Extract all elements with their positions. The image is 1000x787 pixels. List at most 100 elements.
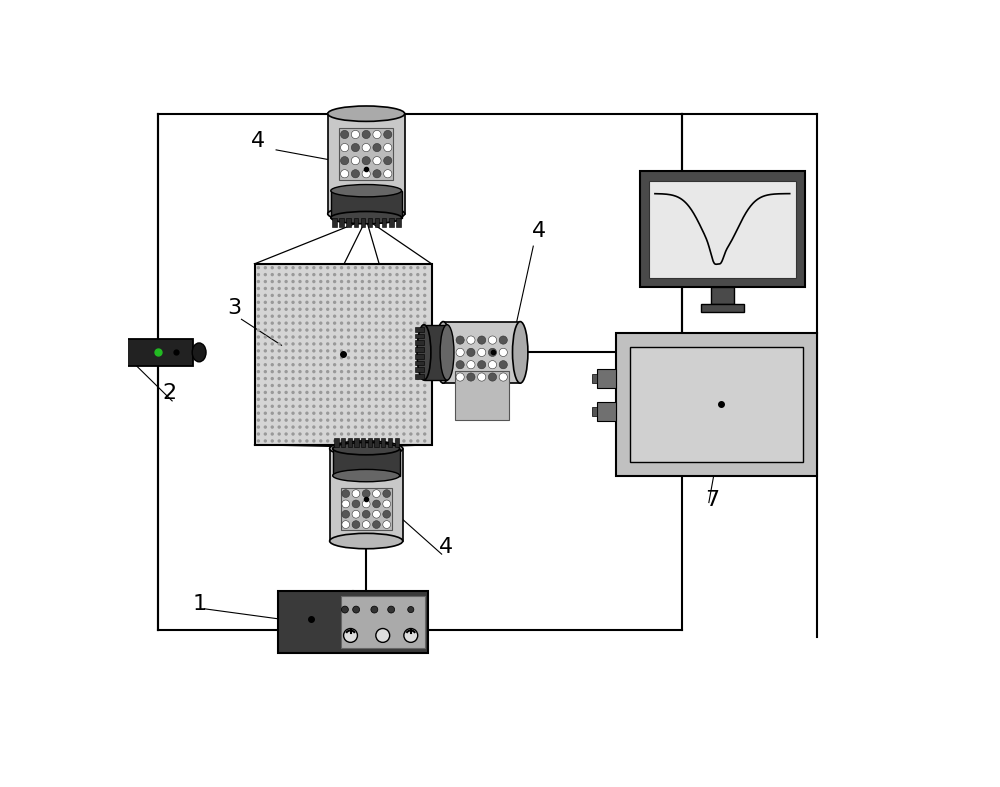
Circle shape — [319, 328, 322, 332]
Circle shape — [340, 321, 343, 325]
Circle shape — [375, 349, 378, 353]
Ellipse shape — [333, 469, 400, 482]
Circle shape — [319, 390, 322, 394]
Circle shape — [373, 510, 380, 518]
Circle shape — [361, 308, 364, 311]
Circle shape — [423, 349, 426, 353]
Circle shape — [368, 356, 371, 360]
Circle shape — [402, 321, 406, 325]
Circle shape — [257, 384, 260, 387]
Circle shape — [354, 432, 357, 436]
Circle shape — [383, 521, 391, 528]
Circle shape — [326, 426, 329, 429]
Text: 4: 4 — [532, 221, 546, 241]
Circle shape — [381, 426, 385, 429]
Circle shape — [326, 412, 329, 415]
Circle shape — [319, 370, 322, 373]
Circle shape — [409, 286, 413, 290]
Circle shape — [277, 405, 281, 408]
Circle shape — [257, 363, 260, 367]
Circle shape — [333, 377, 336, 380]
Circle shape — [368, 419, 371, 422]
Circle shape — [340, 315, 343, 318]
Circle shape — [388, 412, 392, 415]
Circle shape — [381, 321, 385, 325]
Circle shape — [312, 397, 316, 401]
Circle shape — [264, 266, 267, 269]
Circle shape — [305, 426, 309, 429]
Circle shape — [395, 432, 399, 436]
Circle shape — [361, 301, 364, 304]
Circle shape — [284, 439, 288, 442]
Circle shape — [312, 280, 316, 283]
Circle shape — [416, 405, 419, 408]
Circle shape — [312, 349, 316, 353]
Circle shape — [361, 390, 364, 394]
Circle shape — [388, 363, 392, 367]
Circle shape — [368, 377, 371, 380]
Circle shape — [271, 266, 274, 269]
Bar — [415, 368, 424, 372]
Circle shape — [402, 342, 406, 345]
Circle shape — [305, 397, 309, 401]
Circle shape — [257, 328, 260, 332]
Circle shape — [291, 419, 295, 422]
Circle shape — [375, 384, 378, 387]
Text: 1: 1 — [193, 594, 207, 615]
Circle shape — [375, 363, 378, 367]
Circle shape — [409, 301, 413, 304]
Circle shape — [333, 280, 336, 283]
Circle shape — [326, 419, 329, 422]
Circle shape — [376, 629, 390, 642]
Circle shape — [333, 412, 336, 415]
Circle shape — [354, 426, 357, 429]
Circle shape — [312, 266, 316, 269]
Circle shape — [368, 286, 371, 290]
Circle shape — [351, 170, 360, 178]
Circle shape — [423, 335, 426, 338]
Circle shape — [381, 370, 385, 373]
Circle shape — [388, 349, 392, 353]
Circle shape — [291, 308, 295, 311]
Circle shape — [375, 315, 378, 318]
Circle shape — [264, 370, 267, 373]
Circle shape — [395, 273, 399, 276]
Circle shape — [257, 280, 260, 283]
Circle shape — [319, 294, 322, 297]
Circle shape — [388, 377, 392, 380]
Circle shape — [347, 405, 350, 408]
Circle shape — [347, 439, 350, 442]
Circle shape — [340, 335, 343, 338]
Circle shape — [388, 432, 392, 436]
Circle shape — [257, 405, 260, 408]
Circle shape — [319, 286, 322, 290]
Circle shape — [381, 439, 385, 442]
Circle shape — [388, 301, 392, 304]
Circle shape — [333, 266, 336, 269]
Circle shape — [409, 356, 413, 360]
Circle shape — [354, 370, 357, 373]
Bar — [341, 438, 345, 447]
Circle shape — [342, 521, 350, 528]
Circle shape — [402, 405, 406, 408]
Circle shape — [326, 432, 329, 436]
Circle shape — [319, 397, 322, 401]
Circle shape — [257, 370, 260, 373]
Circle shape — [305, 419, 309, 422]
Circle shape — [361, 377, 364, 380]
Circle shape — [277, 384, 281, 387]
Circle shape — [271, 384, 274, 387]
Circle shape — [423, 273, 426, 276]
Circle shape — [395, 349, 399, 353]
Bar — [354, 218, 358, 227]
Circle shape — [361, 328, 364, 332]
Circle shape — [416, 412, 419, 415]
Circle shape — [291, 356, 295, 360]
Bar — [374, 438, 379, 447]
Circle shape — [375, 405, 378, 408]
Circle shape — [354, 342, 357, 345]
Circle shape — [381, 266, 385, 269]
Circle shape — [284, 363, 288, 367]
Circle shape — [257, 390, 260, 394]
Circle shape — [305, 370, 309, 373]
